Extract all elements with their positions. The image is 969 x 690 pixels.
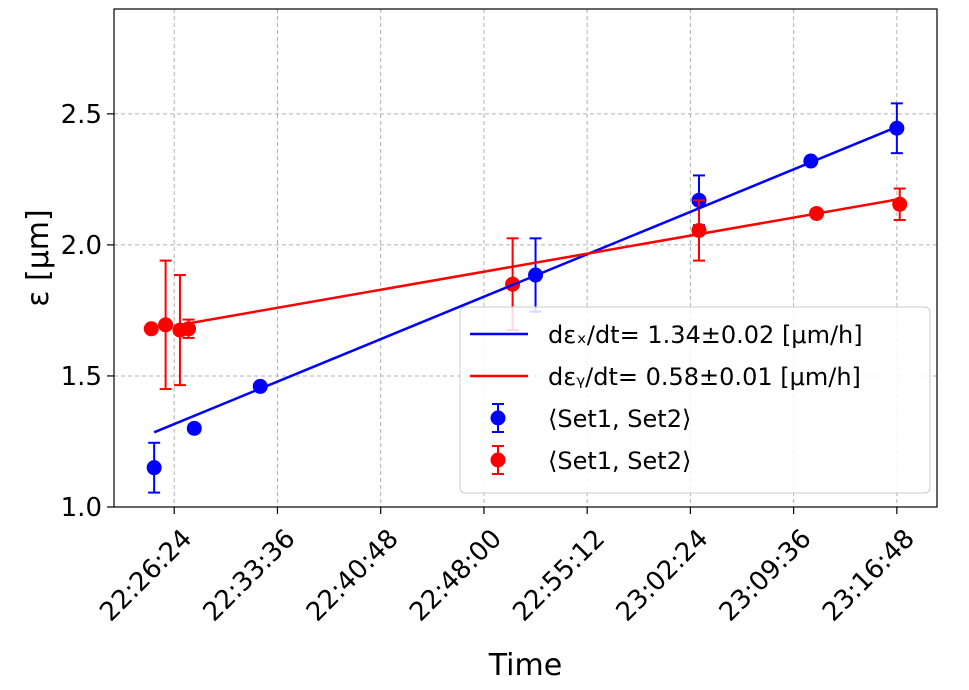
- series-3: [179, 197, 900, 327]
- y-axis-title: ε [μm]: [21, 209, 56, 306]
- y-tick-label: 2.5: [61, 100, 102, 130]
- series-1: [143, 187, 908, 391]
- x-tick-label: 22:26:24: [94, 524, 198, 628]
- y-tick-label: 1.0: [61, 493, 102, 523]
- x-tick-label: 23:16:48: [817, 524, 921, 628]
- x-tick-label: 22:55:12: [507, 524, 611, 628]
- legend-entry: dεₓ/dt= 1.34±0.02 [μm/h]: [470, 321, 863, 349]
- x-axis-title: Time: [488, 648, 562, 683]
- x-tick-label: 23:02:24: [611, 524, 715, 628]
- legend-box: [459, 306, 931, 494]
- legend-label: dεᵧ/dt= 0.58±0.01 [μm/h]: [548, 363, 861, 391]
- y-tick-label: 1.5: [61, 362, 102, 392]
- data-point: [143, 321, 159, 337]
- x-tick-label: 22:33:36: [198, 524, 302, 628]
- legend-label: dεₓ/dt= 1.34±0.02 [μm/h]: [548, 321, 863, 349]
- data-point: [158, 317, 174, 333]
- legend-label: ⟨Set1, Set2⟩: [548, 405, 691, 433]
- series-2: [153, 125, 898, 434]
- legend-entry: ⟨Set1, Set2⟩: [490, 403, 691, 433]
- legend-entry: ⟨Set1, Set2⟩: [490, 445, 691, 475]
- legend-marker: [490, 452, 506, 468]
- legend-entry: dεᵧ/dt= 0.58±0.01 [μm/h]: [470, 363, 861, 391]
- plot-data: [143, 102, 908, 494]
- fit-line: [153, 125, 898, 434]
- legend: dεₓ/dt= 1.34±0.02 [μm/h] dεᵧ/dt= 0.58±0.0…: [459, 306, 931, 494]
- legend-label: ⟨Set1, Set2⟩: [548, 447, 691, 475]
- legend-marker: [490, 410, 506, 426]
- x-tick-label: 22:40:48: [301, 524, 405, 628]
- x-tick-label: 23:09:36: [714, 524, 818, 628]
- x-tick-label: 22:48:00: [404, 524, 508, 628]
- plot-area-frame: [113, 8, 938, 508]
- y-tick-label: 2.0: [61, 231, 102, 261]
- data-point: [146, 460, 162, 476]
- data-point: [186, 420, 202, 436]
- fit-line: [179, 197, 900, 327]
